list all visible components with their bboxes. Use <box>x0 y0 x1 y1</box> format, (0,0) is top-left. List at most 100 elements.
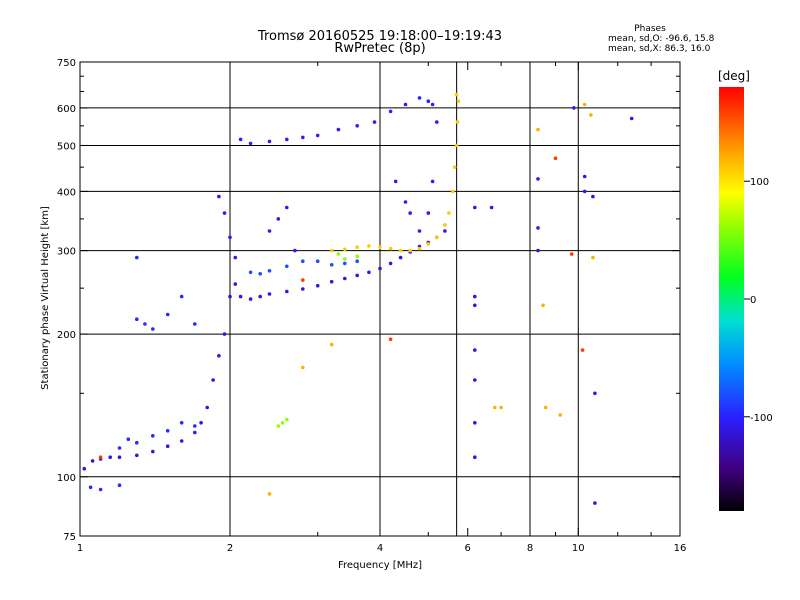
echo-point <box>98 455 103 460</box>
echo-point <box>398 255 403 260</box>
echo-point <box>378 266 382 271</box>
echo-point <box>267 229 272 233</box>
echo-point <box>589 113 593 117</box>
echo-point <box>135 317 139 322</box>
echo-point <box>301 135 305 140</box>
echo-point <box>451 189 455 194</box>
echo-point <box>456 99 461 103</box>
echo-point <box>267 292 272 296</box>
echo-point <box>267 492 272 496</box>
echo-point <box>591 255 595 260</box>
echo-point <box>193 430 197 435</box>
echo-point <box>228 294 232 299</box>
echo-point <box>435 120 439 124</box>
echo-point <box>435 235 439 240</box>
echo-point <box>82 466 87 471</box>
echo-point <box>473 294 477 299</box>
echo-point <box>408 211 413 215</box>
colorbar-tick-label: 0 <box>750 295 756 306</box>
echo-point <box>285 417 289 422</box>
y-axis-ticks: 75 100 200 300 400 500 600 750 <box>57 58 680 543</box>
echo-point <box>367 244 371 248</box>
echo-point <box>378 245 382 249</box>
echo-point <box>179 439 184 443</box>
echo-point <box>248 141 253 146</box>
echo-point <box>403 102 408 107</box>
colorbar-tick-label: 100 <box>750 177 769 188</box>
echo-point <box>367 270 371 275</box>
echo-point <box>248 297 253 301</box>
echo-point <box>329 279 334 284</box>
echo-point <box>151 449 155 454</box>
phase-stats-heading: Phases <box>634 24 666 34</box>
echo-point <box>355 245 360 249</box>
echo-point <box>473 378 477 382</box>
echo-point <box>536 226 540 230</box>
echo-point <box>193 322 197 326</box>
echo-point <box>343 276 347 281</box>
colorbar-tick-label: -100 <box>750 413 773 424</box>
echo-point <box>454 92 459 97</box>
echo-point <box>580 348 585 352</box>
echo-point <box>430 179 435 184</box>
echo-point <box>355 124 360 128</box>
echo-point <box>258 272 263 276</box>
echo-point <box>280 421 285 425</box>
y-tick-label: 750 <box>57 58 76 69</box>
echo-point <box>426 211 431 215</box>
echo-point <box>165 444 170 449</box>
chart-subtitle: RwPretec (8p) <box>334 41 425 56</box>
colorbar <box>719 87 744 511</box>
echo-point <box>455 120 460 124</box>
echo-point <box>536 177 540 181</box>
echo-point <box>417 246 422 251</box>
echo-point <box>558 413 562 417</box>
echo-point <box>205 405 209 410</box>
echo-point <box>336 127 341 132</box>
echo-point <box>217 194 221 199</box>
echo-point <box>355 259 360 264</box>
echo-point <box>117 483 122 488</box>
echo-point <box>135 453 139 458</box>
echo-point <box>233 282 238 286</box>
echo-point <box>388 337 393 342</box>
echo-point <box>301 287 305 291</box>
echo-point <box>393 179 398 184</box>
echo-point <box>267 269 272 273</box>
echo-point <box>117 455 122 460</box>
echo-point <box>126 437 131 442</box>
echo-point <box>267 139 272 144</box>
echo-point <box>199 421 203 425</box>
colorbar-ticks: 100 0 -100 <box>744 177 773 424</box>
echo-point <box>454 143 459 148</box>
echo-point <box>443 229 447 233</box>
echo-point <box>355 254 360 258</box>
echo-point <box>408 248 413 253</box>
echo-point <box>417 229 422 233</box>
echo-point <box>238 294 243 299</box>
echo-point <box>336 252 341 256</box>
echo-point <box>493 405 497 410</box>
echo-point <box>543 405 548 410</box>
echo-point <box>388 109 393 114</box>
echo-point <box>536 248 540 253</box>
echo-point <box>569 252 574 256</box>
echo-point <box>473 421 477 425</box>
x-tick-label: 1 <box>77 543 83 554</box>
x-tick-label: 10 <box>572 543 585 554</box>
echo-point <box>117 446 122 450</box>
echo-point <box>315 283 320 288</box>
echo-point <box>135 440 139 445</box>
echo-point <box>285 205 289 210</box>
echo-point <box>593 391 597 396</box>
echo-point <box>329 342 334 347</box>
echo-point <box>629 116 634 121</box>
echo-point <box>582 102 587 107</box>
echo-point <box>179 294 184 299</box>
echo-point <box>151 434 155 438</box>
echo-point <box>329 263 334 267</box>
x-axis-ticks: 1 2 4 6 8 10 16 <box>77 62 686 554</box>
echo-point <box>301 259 305 264</box>
phase-stats-o: mean, sd,O: -96.6, 15.8 <box>608 34 715 44</box>
